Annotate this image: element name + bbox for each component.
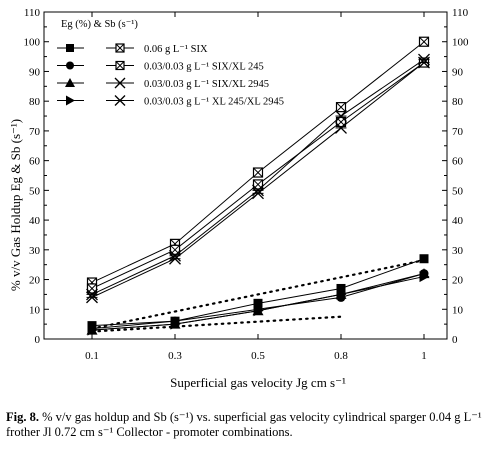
cross-line — [336, 102, 346, 112]
right-triangle-marker — [253, 305, 264, 317]
left-tick-label: 20 — [29, 275, 41, 287]
right-tick-label: 70 — [452, 126, 464, 138]
left-tick-label: 30 — [29, 245, 41, 257]
series-line — [91, 258, 425, 327]
right-tick-label: 30 — [452, 245, 464, 257]
data-point — [252, 167, 264, 178]
x-tick-label: 0.3 — [168, 350, 182, 362]
right-tick-label: 10 — [452, 304, 464, 316]
dotted-trend-lines — [90, 259, 426, 333]
data-point — [418, 56, 430, 69]
caption-text: % v/v gas holdup and Sb (s⁻¹) vs. superf… — [6, 410, 482, 439]
right-tick-label: 90 — [452, 66, 464, 78]
gas-holdup-chart: 0 10 20 30 40 50 60 70 80 90 100 110 0 10 20 30 40 50 60 7… — [8, 7, 469, 390]
data-point — [336, 288, 347, 300]
circle-marker — [66, 61, 74, 70]
legend-entry-label: 0.03/0.03 g L⁻¹ SIX/XL 245 — [144, 62, 264, 73]
right-tick-label: 50 — [452, 185, 464, 197]
triangle-marker — [65, 78, 75, 87]
cross-line — [115, 43, 125, 53]
x-tick-label: 0.1 — [85, 350, 99, 362]
legend-entry-label: 0.03/0.03 g L⁻¹ XL 245/XL 2945 — [144, 97, 284, 108]
data-point — [86, 291, 98, 304]
left-tick-label: 80 — [29, 96, 41, 108]
data-point — [65, 78, 75, 87]
figure-label: Fig. 8. — [6, 410, 39, 424]
data-point — [252, 187, 264, 200]
right-tick-label: 0 — [452, 334, 458, 346]
right-y-axis: 0 10 20 30 40 50 60 70 80 90 100 110 — [442, 7, 469, 346]
right-tick-label: 100 — [452, 37, 469, 49]
data-point — [115, 43, 125, 53]
dotted-trend-line — [90, 315, 343, 333]
data-point — [419, 271, 430, 283]
left-tick-label: 70 — [29, 126, 41, 138]
data-point — [66, 95, 75, 106]
data-point — [66, 61, 74, 70]
cross-line — [115, 61, 125, 70]
right-triangle-marker — [170, 318, 181, 330]
left-tick-label: 0 — [35, 334, 41, 346]
dotted-trend-line — [90, 259, 426, 330]
legend-entry-label: 0.06 g L⁻¹ SIX — [144, 44, 208, 55]
data-point — [66, 44, 74, 52]
square-marker — [66, 44, 74, 52]
left-tick-label: 40 — [29, 215, 41, 227]
right-triangle-marker — [336, 288, 347, 300]
x-axis-title: Superficial gas velocity Jg cm s⁻¹ — [170, 375, 346, 390]
legend: Eg (%) & Sb (s⁻¹) 0.06 g L⁻¹ SIX 0.03/0.03… — [57, 19, 284, 108]
data-point — [335, 110, 347, 123]
data-point — [335, 102, 347, 113]
data-point — [336, 283, 346, 293]
data-point — [87, 324, 98, 336]
data-point — [419, 254, 429, 264]
cross-line — [253, 167, 263, 178]
right-triangle-marker — [419, 271, 430, 283]
legend-title: Eg (%) & Sb (s⁻¹) — [61, 19, 138, 30]
square-marker — [253, 298, 263, 308]
data-point — [418, 36, 430, 47]
data-point — [253, 305, 264, 317]
right-tick-label: 20 — [452, 275, 464, 287]
data-point — [170, 318, 181, 330]
left-tick-label: 110 — [24, 7, 41, 19]
square-marker — [336, 283, 346, 293]
left-y-axis: 0 10 20 30 40 50 60 70 80 90 100 110 — [24, 7, 49, 346]
data-point — [114, 95, 126, 106]
data-point — [253, 298, 263, 308]
data-point — [114, 77, 126, 89]
right-tick-label: 60 — [452, 156, 464, 168]
left-tick-label: 10 — [29, 304, 41, 316]
x-tick-label: 1 — [421, 350, 427, 362]
legend-entry-label: 0.03/0.03 g L⁻¹ SIX/XL 2945 — [144, 79, 269, 90]
figure-caption: Fig. 8. % v/v gas holdup and Sb (s⁻¹) vs… — [6, 410, 484, 440]
right-tick-label: 40 — [452, 215, 464, 227]
right-triangle-marker — [87, 324, 98, 336]
square-marker — [419, 254, 429, 264]
data-point — [335, 121, 347, 134]
right-tick-label: 80 — [452, 96, 464, 108]
right-triangle-marker — [66, 95, 75, 106]
right-tick-label: 110 — [452, 7, 469, 19]
data-point — [115, 60, 125, 71]
left-tick-label: 50 — [29, 185, 41, 197]
series-line — [91, 41, 425, 283]
left-tick-label: 100 — [24, 37, 41, 49]
y-axis-title: % v/v Gas Holdup Eg & Sb (s⁻¹) — [8, 119, 23, 291]
x-axis: 0.1 0.3 0.5 0.8 1 — [85, 12, 427, 362]
left-tick-label: 90 — [29, 66, 41, 78]
x-tick-label: 0.8 — [334, 350, 348, 362]
data-point — [169, 252, 181, 265]
x-tick-label: 0.5 — [251, 350, 265, 362]
left-tick-label: 60 — [29, 156, 41, 168]
cross-line — [419, 36, 429, 47]
series-points — [86, 36, 430, 336]
